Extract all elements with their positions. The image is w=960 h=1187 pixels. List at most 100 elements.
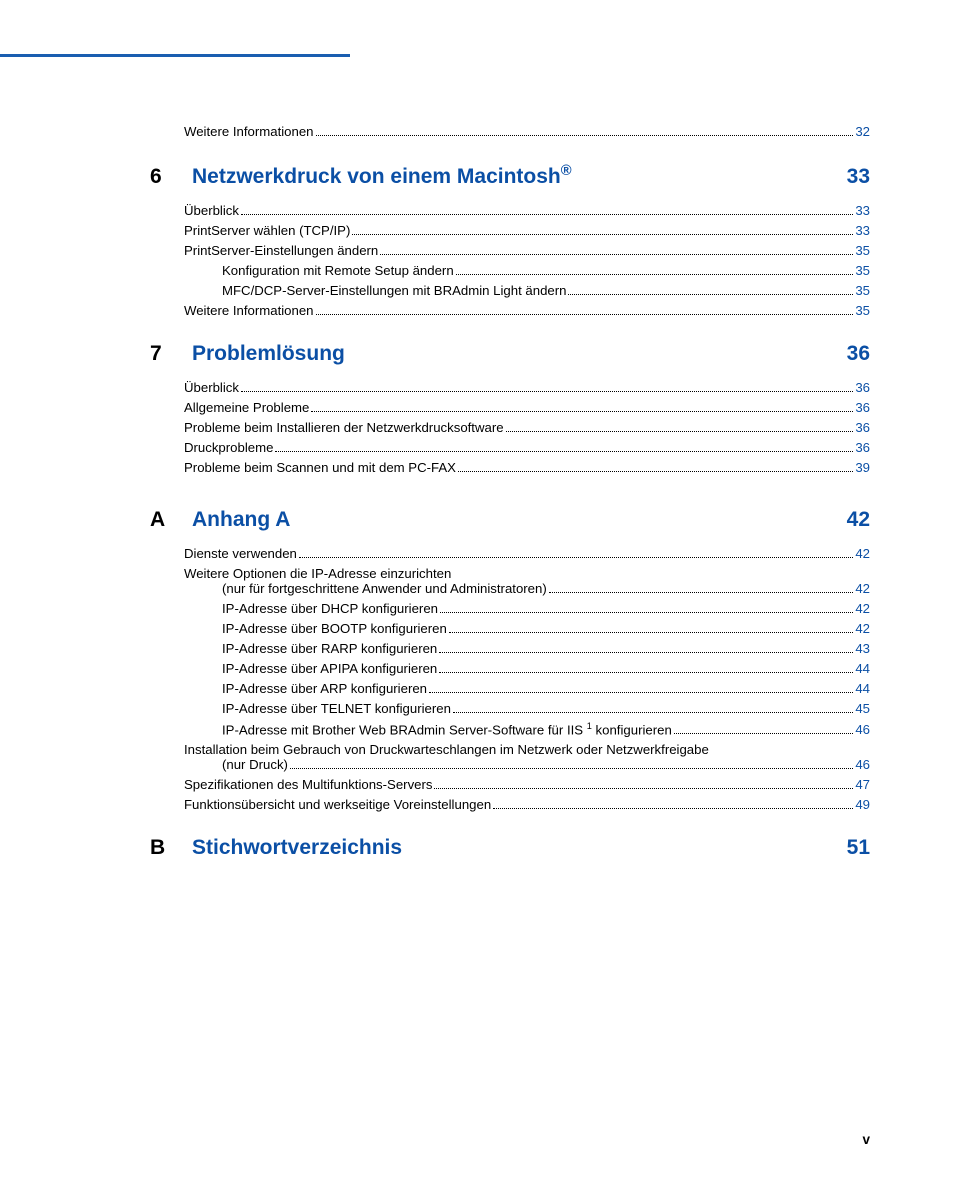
toc-entry-label: Installation beim Gebrauch von Druckwart… [184,742,709,757]
toc-entry[interactable]: MFC/DCP-Server-Einstellungen mit BRAdmin… [150,283,870,298]
toc-entry[interactable]: Überblick 36 [150,380,870,395]
toc-leader-dots [290,768,853,769]
toc-entry-label: IP-Adresse mit Brother Web BRAdmin Serve… [222,721,672,737]
toc-leader-dots [493,808,853,809]
toc-entry-page: 35 [855,303,870,318]
toc-leader-dots [275,451,853,452]
toc-entry-label: Überblick [184,380,239,395]
toc-entry-label: IP-Adresse über APIPA konfigurieren [222,661,437,676]
toc-entry[interactable]: Druckprobleme 36 [150,440,870,455]
toc-entry[interactable]: Konfiguration mit Remote Setup ändern 35 [150,263,870,278]
toc-section-heading[interactable]: 7Problemlösung36 [150,342,870,366]
toc-leader-dots [674,733,854,734]
toc-entry-page: 45 [855,701,870,716]
toc-section-page: 51 [847,836,870,860]
toc-entry-page: 36 [855,380,870,395]
toc-entry-page: 35 [855,283,870,298]
toc-leader-dots [241,214,853,215]
toc-entry-page: 46 [855,757,870,772]
toc-leader-dots [458,471,853,472]
toc-leader-dots [449,632,854,633]
toc-leader-dots [434,788,853,789]
toc-entry-label: Weitere Informationen [184,303,314,318]
toc-section-page: 33 [847,165,870,189]
toc-leader-dots [316,314,854,315]
toc-section-heading[interactable]: BStichwortverzeichnis51 [150,836,870,860]
toc-entry-label: (nur Druck) [222,757,288,772]
toc-entry-label: Konfiguration mit Remote Setup ändern [222,263,454,278]
toc-entry-page: 36 [855,400,870,415]
toc-entry[interactable]: PrintServer-Einstellungen ändern 35 [150,243,870,258]
toc-leader-dots [316,135,854,136]
toc-section-title: Netzwerkdruck von einem Macintosh® [192,163,847,189]
toc-entry-page: 49 [855,797,870,812]
toc-leader-dots [453,712,853,713]
toc-entry[interactable]: IP-Adresse mit Brother Web BRAdmin Serve… [150,721,870,737]
toc-entry[interactable]: IP-Adresse über RARP konfigurieren 43 [150,641,870,656]
toc-leader-dots [429,692,853,693]
toc-section-number: 7 [150,342,192,366]
toc-entry[interactable]: PrintServer wählen (TCP/IP)33 [150,223,870,238]
toc-entry-label: Druckprobleme [184,440,273,455]
toc-section-number: 6 [150,165,192,189]
toc-entry-label: Probleme beim Installieren der Netzwerkd… [184,420,504,435]
toc-entry-page: 47 [855,777,870,792]
toc-section-title: Anhang A [192,508,847,532]
toc-entry[interactable]: IP-Adresse über APIPA konfigurieren44 [150,661,870,676]
toc-entry-page: 43 [855,641,870,656]
toc-section-page: 36 [847,342,870,366]
toc-leader-dots [380,254,853,255]
toc-entry-page: 36 [855,440,870,455]
toc-entry[interactable]: Spezifikationen des Multifunktions-Serve… [150,777,870,792]
toc-entry-page: 42 [855,546,870,561]
toc-entry[interactable]: IP-Adresse über TELNET konfigurieren 45 [150,701,870,716]
toc-leader-dots [311,411,853,412]
toc-entry-page: 44 [855,681,870,696]
toc-section-heading[interactable]: AAnhang A42 [150,508,870,532]
toc-entry-page: 35 [855,263,870,278]
toc-entry[interactable]: Installation beim Gebrauch von Druckwart… [150,742,870,772]
toc-entry[interactable]: Funktionsübersicht und werkseitige Vorei… [150,797,870,812]
toc-entry-label: PrintServer wählen (TCP/IP) [184,223,350,238]
toc-entry[interactable]: IP-Adresse über ARP konfigurieren44 [150,681,870,696]
toc-entry[interactable]: Dienste verwenden 42 [150,546,870,561]
toc-entry-line: Installation beim Gebrauch von Druckwart… [150,742,870,757]
toc-content: Weitere Informationen32 6Netzwerkdruck vo… [0,0,960,860]
toc-entry-page: 39 [855,460,870,475]
toc-entry-label: PrintServer-Einstellungen ändern [184,243,378,258]
toc-section-title: Stichwortverzeichnis [192,836,847,860]
toc-entry[interactable]: IP-Adresse über BOOTP konfigurieren42 [150,621,870,636]
toc-entry-label: Allgemeine Probleme [184,400,309,415]
toc-entry[interactable]: Probleme beim Installieren der Netzwerkd… [150,420,870,435]
toc-entry-label: Dienste verwenden [184,546,297,561]
toc-entry[interactable]: Weitere Informationen 35 [150,303,870,318]
toc-entry-label: Spezifikationen des Multifunktions-Serve… [184,777,432,792]
toc-entry-page: 46 [855,722,870,737]
toc-entry-label: Weitere Optionen die IP-Adresse einzuric… [184,566,451,581]
toc-section-title: Problemlösung [192,342,847,366]
toc-entry-label: Probleme beim Scannen und mit dem PC-FAX [184,460,456,475]
toc-leader-dots [549,592,854,593]
toc-entry-line: Weitere Optionen die IP-Adresse einzuric… [150,566,870,581]
toc-entry-page: 35 [855,243,870,258]
toc-leader-dots [456,274,854,275]
toc-entry-label: IP-Adresse über RARP konfigurieren [222,641,437,656]
toc-leader-dots [299,557,853,558]
toc-leader-dots [241,391,853,392]
toc-leader-dots [506,431,854,432]
toc-entry-label: MFC/DCP-Server-Einstellungen mit BRAdmin… [222,283,566,298]
toc-entry-page: 33 [855,203,870,218]
toc-entry[interactable]: Überblick33 [150,203,870,218]
toc-leader-dots [439,652,853,653]
toc-entry[interactable]: Allgemeine Probleme 36 [150,400,870,415]
toc-leader-dots [439,672,853,673]
toc-entry[interactable]: Weitere Optionen die IP-Adresse einzuric… [150,566,870,596]
toc-entry-label: IP-Adresse über TELNET konfigurieren [222,701,451,716]
toc-entry-line: (nur für fortgeschrittene Anwender und A… [150,581,870,596]
toc-entry-page: 42 [855,581,870,596]
toc-section-heading[interactable]: 6Netzwerkdruck von einem Macintosh®33 [150,163,870,189]
toc-entry[interactable]: Weitere Informationen32 [150,124,870,139]
toc-section-page: 42 [847,508,870,532]
toc-entry[interactable]: Probleme beim Scannen und mit dem PC-FAX… [150,460,870,475]
toc-entry[interactable]: IP-Adresse über DHCP konfigurieren42 [150,601,870,616]
